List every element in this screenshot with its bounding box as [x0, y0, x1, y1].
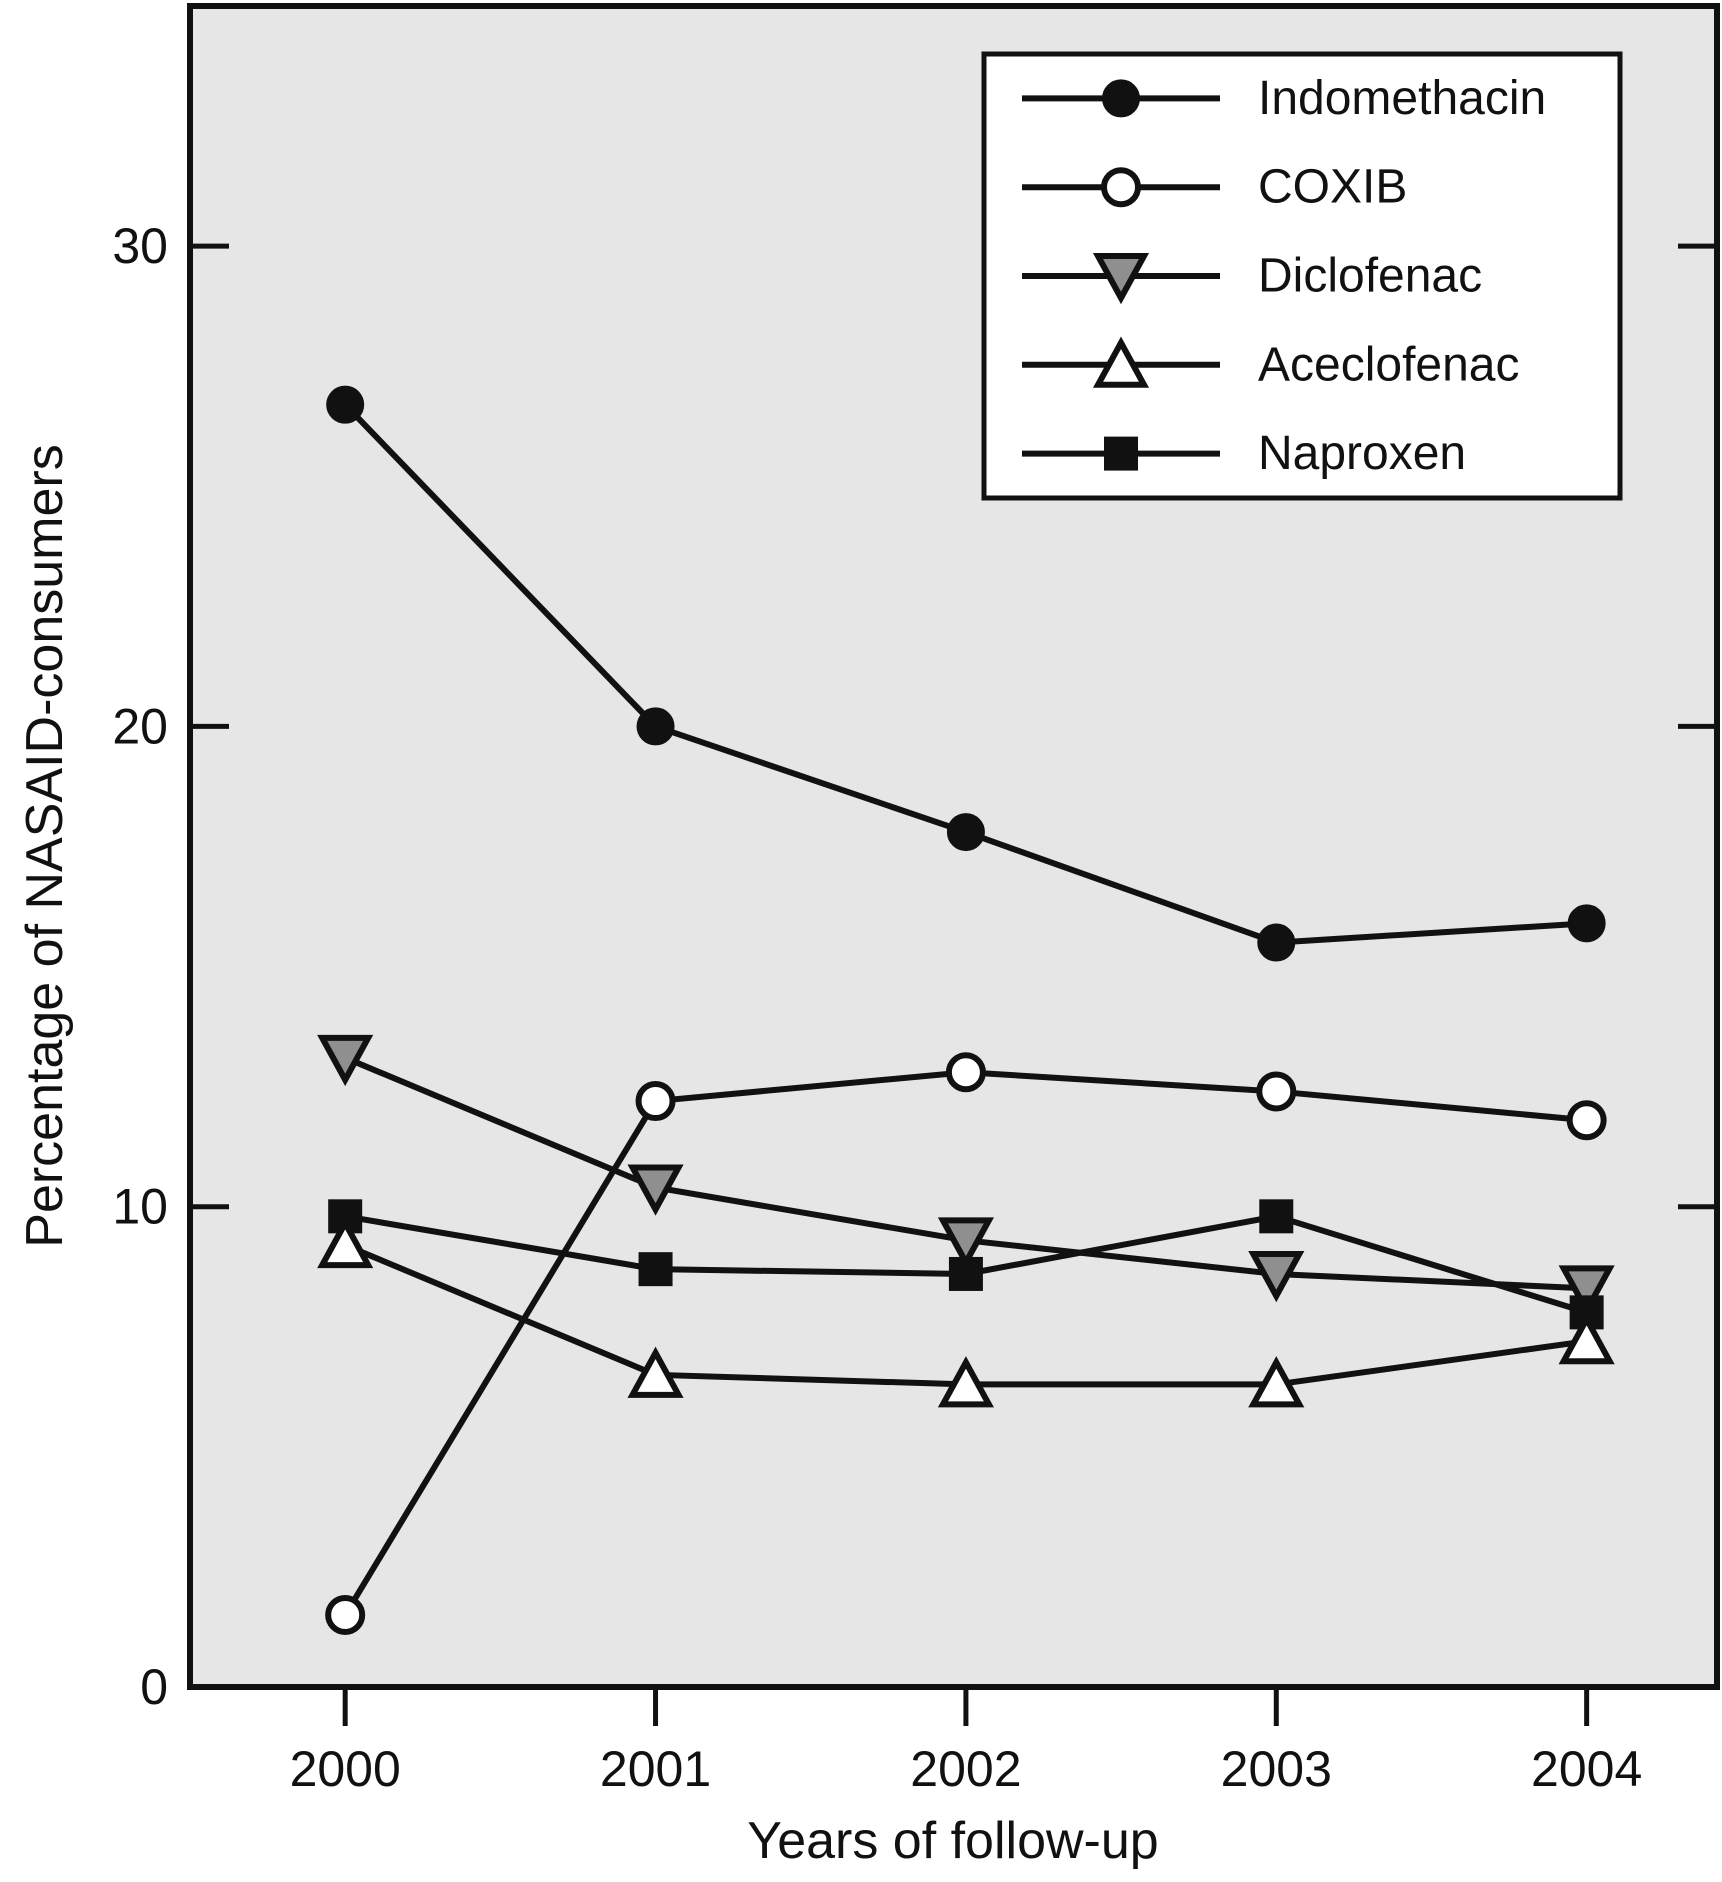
legend-item-aceclofenac: Aceclofenac	[1022, 336, 1520, 391]
marker-indomethacin	[636, 707, 675, 746]
x-axis-title: Years of follow-up	[747, 1812, 1158, 1870]
y-tick-label: 30	[112, 218, 168, 274]
marker-diclofenac	[1558, 1265, 1615, 1317]
marker-aceclofenac	[937, 1356, 994, 1408]
marker-coxib	[1566, 1100, 1607, 1141]
legend-item-indomethacin: Indomethacin	[1022, 72, 1546, 125]
marker-naproxen	[948, 1256, 983, 1291]
marker-indomethacin	[1257, 923, 1296, 962]
x-tick-label: 2003	[1221, 1741, 1332, 1797]
legend-marker-open-circle	[1101, 167, 1141, 208]
x-tick-label: 2004	[1531, 1741, 1642, 1797]
legend-marker-open-triangle-up	[1092, 336, 1150, 388]
marker-aceclofenac	[1248, 1356, 1305, 1408]
marker-diclofenac	[937, 1217, 994, 1269]
marker-coxib	[1256, 1071, 1297, 1112]
marker-indomethacin	[1567, 904, 1606, 943]
y-tick-label: 0	[140, 1659, 168, 1715]
legend-item-diclofenac: Diclofenac	[1022, 250, 1482, 305]
legend-label: Diclofenac	[1258, 250, 1482, 303]
legend-label: Aceclofenac	[1258, 338, 1520, 391]
y-tick-label: 20	[112, 698, 168, 754]
legend-marker-filled-circle	[1102, 79, 1140, 118]
tick-labels: 0 10 20 30 2000 2001 2002 2003 2004	[112, 218, 1642, 1797]
legend: Indomethacin COXIB Diclofenac Aceclofenac Na…	[981, 51, 1623, 501]
x-tick-label: 2002	[910, 1741, 1021, 1797]
legend-marker-gray-triangle-down	[1092, 253, 1150, 305]
legend-marker-filled-square	[1104, 436, 1138, 471]
marker-coxib	[635, 1081, 676, 1122]
legend-item-coxib: COXIB	[1022, 161, 1407, 214]
legend-label: Naproxen	[1258, 427, 1466, 480]
marker-aceclofenac	[1558, 1312, 1615, 1365]
legend-label: Indomethacin	[1258, 72, 1546, 125]
marker-diclofenac	[317, 1034, 374, 1087]
marker-aceclofenac	[317, 1216, 374, 1269]
marker-naproxen	[638, 1252, 673, 1287]
x-tick-label: 2001	[600, 1741, 711, 1797]
axis-ticks	[193, 243, 1714, 1726]
y-tick-label: 10	[112, 1179, 168, 1235]
marker-indomethacin	[946, 813, 985, 852]
marker-naproxen	[1259, 1199, 1294, 1234]
marker-coxib	[325, 1594, 366, 1635]
marker-diclofenac	[1248, 1250, 1305, 1303]
y-axis-title: Percentage of NASAID-consumers	[16, 444, 74, 1247]
marker-indomethacin	[326, 385, 365, 424]
legend-label: COXIB	[1258, 161, 1407, 214]
legend-item-naproxen: Naproxen	[1022, 427, 1466, 480]
marker-aceclofenac	[627, 1346, 684, 1398]
series-markers	[317, 385, 1615, 1635]
marker-diclofenac	[627, 1164, 684, 1216]
x-tick-label: 2000	[290, 1741, 401, 1797]
marker-coxib	[945, 1052, 986, 1093]
